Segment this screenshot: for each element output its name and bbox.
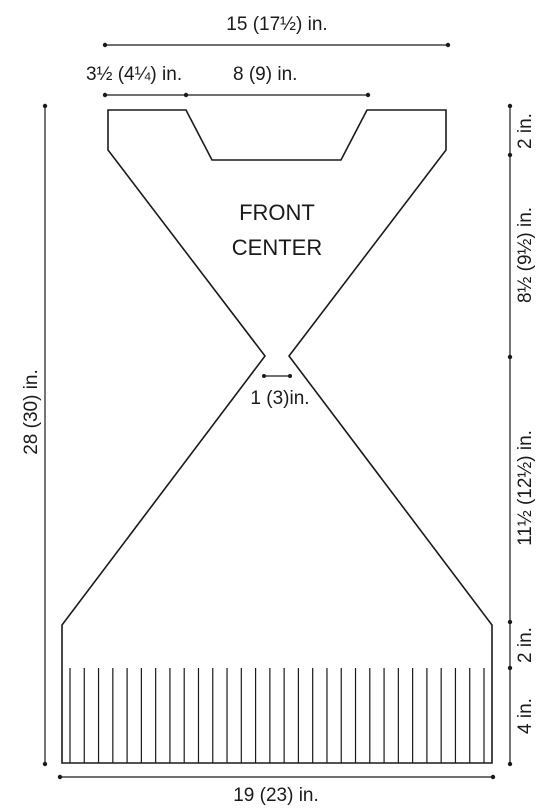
top-width-label: 15 (17½) in. (226, 14, 327, 35)
fringe-length-label: 4 in. (515, 698, 536, 734)
neck-depth-label: 2 in. (515, 113, 536, 149)
garment-outline (61, 109, 493, 764)
fringe-lines (69, 668, 485, 763)
upper-taper-label: 8½ (9½) in. (515, 207, 536, 303)
bottom-width-label: 19 (23) in. (233, 785, 319, 806)
lower-taper-label: 11½ (12½) in. (515, 430, 536, 546)
piece-label-center: CENTER (232, 235, 322, 260)
neck-width-label: 8 (9) in. (233, 64, 297, 85)
total-length-label: 28 (30) in. (21, 369, 42, 455)
piece-label-front: FRONT (239, 200, 315, 225)
shoulder-width-label: 3½ (4¼) in. (86, 64, 182, 85)
waist-gap-label: 1 (3)in. (250, 388, 309, 409)
hem-band-label: 2 in. (515, 627, 536, 663)
